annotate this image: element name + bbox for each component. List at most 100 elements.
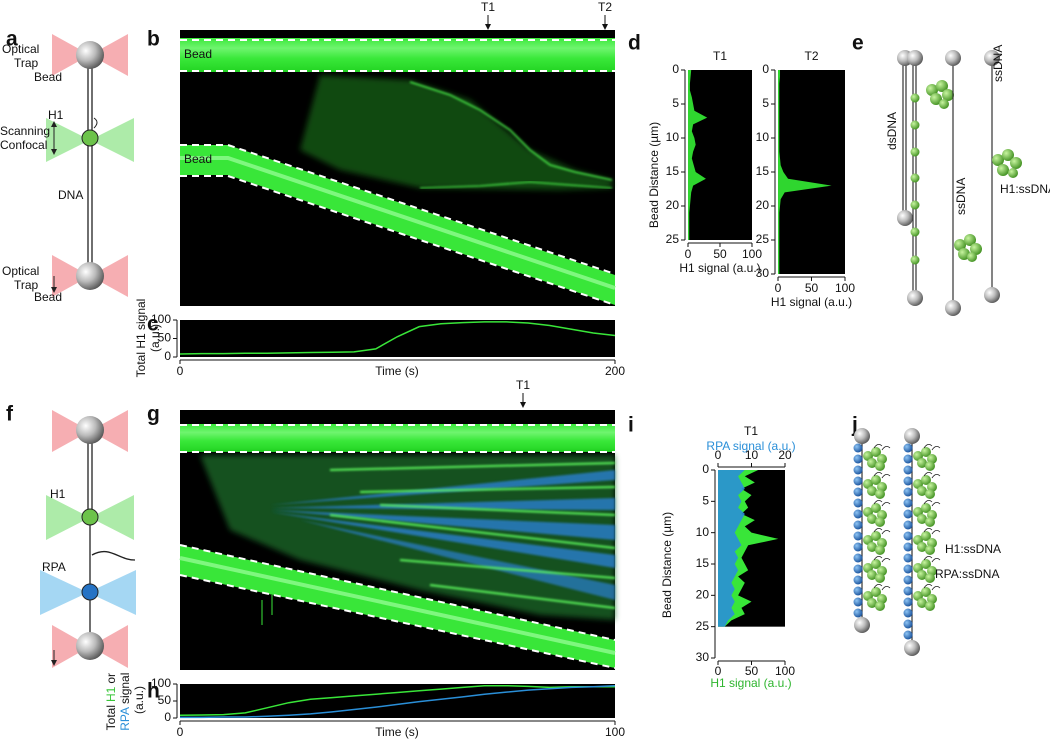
tail <box>873 584 891 591</box>
y-tick-label: 0 <box>672 62 679 76</box>
profile-title: T1 <box>713 49 727 63</box>
label-line: Optical <box>2 264 39 278</box>
x-tick-label: 0 <box>177 725 184 739</box>
rpa <box>853 498 863 508</box>
rpa <box>903 509 913 519</box>
marker-head <box>602 24 608 30</box>
rpa <box>81 583 99 601</box>
marker-label: T1 <box>516 378 530 392</box>
bead <box>76 262 104 290</box>
kymograph-g: T1 <box>179 378 616 670</box>
h1 <box>910 227 920 237</box>
h1 <box>925 489 935 499</box>
bead <box>904 640 920 656</box>
bead-band <box>180 38 615 72</box>
h1-arc <box>93 117 98 129</box>
label: RPA <box>42 560 66 574</box>
y-tick-label: 5 <box>762 96 769 110</box>
h1 <box>871 559 881 569</box>
marker-label: T2 <box>598 0 612 14</box>
tail <box>873 444 891 451</box>
plot-bg <box>688 70 752 240</box>
label-line: Trap <box>14 56 39 70</box>
label-word: or <box>104 673 118 684</box>
label-word: RPA <box>118 707 132 731</box>
label: dsDNA <box>885 112 899 150</box>
label: ssDNA <box>991 45 1005 82</box>
x-tick-label: 0 <box>715 664 722 678</box>
label-word: Total <box>104 705 118 730</box>
arrow-head <box>51 287 57 293</box>
rpa <box>853 553 863 563</box>
panel-label: d <box>628 32 641 55</box>
panel-f-diagram: H1 RPA <box>40 410 136 668</box>
trace <box>180 684 616 719</box>
bead <box>76 41 104 69</box>
h1 <box>925 573 935 583</box>
bead-edge <box>180 175 616 306</box>
y-tick-label: 0 <box>164 710 171 724</box>
rpa <box>853 465 863 475</box>
rpa <box>903 564 913 574</box>
panel-label: f <box>6 403 14 426</box>
rpa <box>853 443 863 453</box>
bead <box>984 50 1000 66</box>
rpa <box>903 586 913 596</box>
rpa-profile <box>718 470 745 627</box>
h1-clusters <box>863 444 941 611</box>
y-tick-label: 20 <box>696 588 710 602</box>
h1 <box>867 458 877 468</box>
y-axis-label: Bead Distance (µm) <box>647 122 661 228</box>
rpa <box>903 608 913 618</box>
y-tick-label: 30 <box>756 266 770 280</box>
rpa <box>903 487 913 497</box>
rpa <box>903 630 913 640</box>
label: H1:ssDNA <box>1000 182 1050 196</box>
label-line: (a.u.) <box>148 324 162 352</box>
tail <box>923 500 941 507</box>
top-axis-label: RPA signal (a.u.) <box>706 439 795 453</box>
h1-cluster <box>992 149 1022 178</box>
rpa <box>853 454 863 464</box>
y-tick-label: 10 <box>696 525 710 539</box>
marker-head <box>520 402 526 408</box>
h1 <box>917 514 927 524</box>
bead-band <box>180 424 615 452</box>
h1 <box>921 503 931 513</box>
h1 <box>867 598 877 608</box>
bead <box>907 50 923 66</box>
h1 <box>917 486 927 496</box>
panel-label: h <box>147 680 160 703</box>
plot-bg <box>778 70 845 274</box>
h1 <box>875 573 885 583</box>
bead-band <box>180 145 615 305</box>
label: Optical Trap <box>2 42 39 70</box>
y-tick-label: 10 <box>756 130 770 144</box>
x-axis-label: Time (s) <box>375 364 419 378</box>
y-tick-label: 25 <box>696 619 710 633</box>
h1 <box>925 545 935 555</box>
panel-labels: a b c d e f g h i j <box>6 28 864 703</box>
bead <box>854 617 870 633</box>
rpa <box>903 454 913 464</box>
h1 <box>925 461 935 471</box>
h1 <box>921 559 931 569</box>
panel-e-diagram: dsDNA ssDNA ssDNA H1:ssDNA <box>885 45 1050 316</box>
x-axis-label: Time (s) <box>375 725 419 739</box>
rpa <box>853 564 863 574</box>
x-tick-label: 100 <box>605 725 625 739</box>
h1 <box>871 503 881 513</box>
h1 <box>910 255 920 265</box>
rpa <box>903 575 913 585</box>
label-line: Total H1 signal <box>134 299 148 378</box>
h1 <box>917 542 927 552</box>
kymograph-b: Bead Bead T1 T2 <box>180 0 616 306</box>
tail <box>923 528 941 535</box>
h1 <box>875 461 885 471</box>
rpa <box>903 531 913 541</box>
h1 <box>925 517 935 527</box>
h1 <box>867 570 877 580</box>
tail <box>923 444 941 451</box>
tail <box>923 472 941 479</box>
